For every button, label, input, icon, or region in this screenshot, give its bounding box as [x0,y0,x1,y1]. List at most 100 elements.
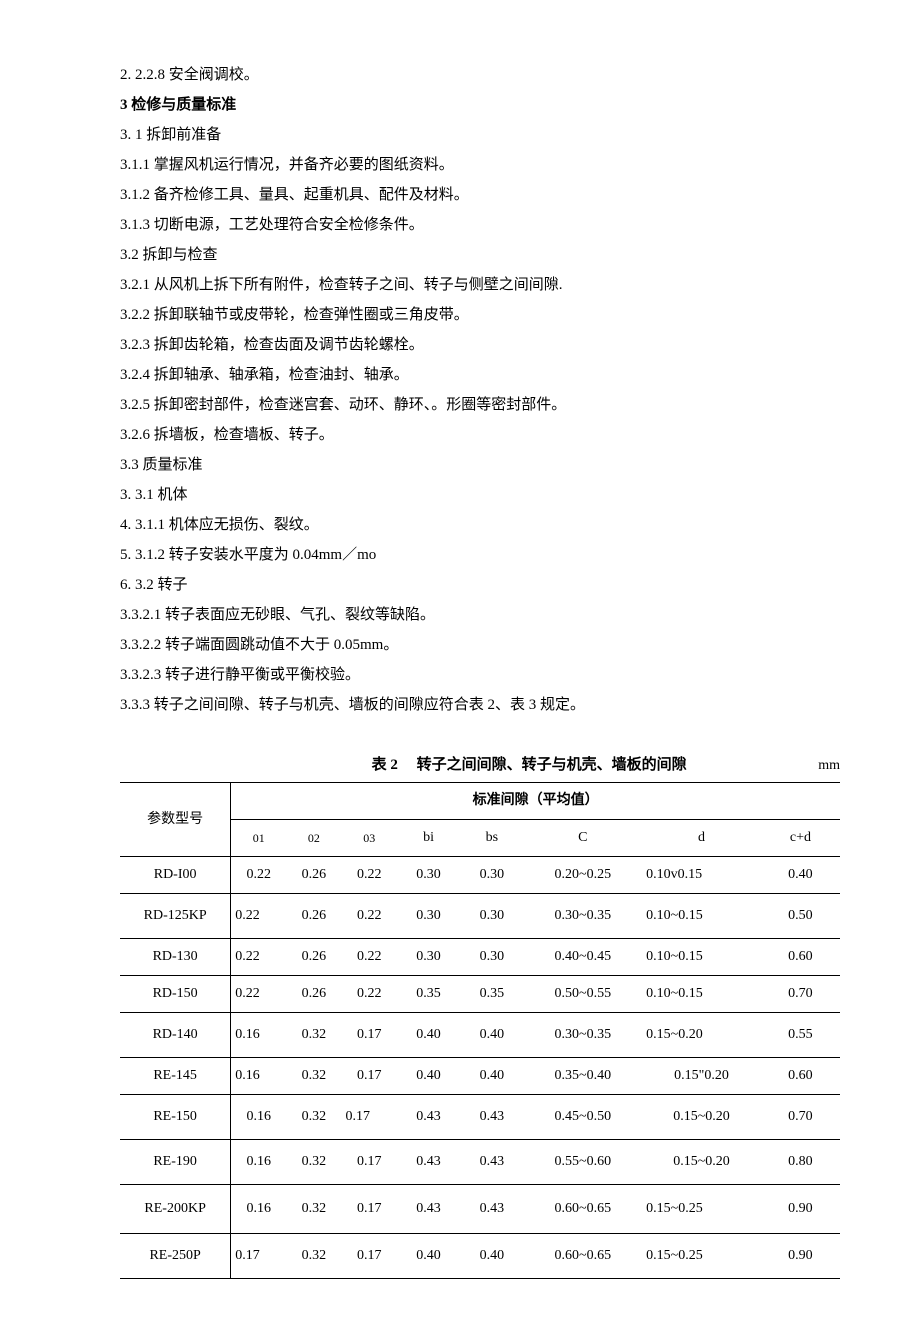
value-cell: 0.22 [231,894,286,939]
table-caption-text: 转子之间间隙、转子与机壳、墙板的间隙 [417,757,687,773]
model-cell: RD-150 [120,976,231,1013]
value-cell: 0.43 [397,1185,460,1234]
value-cell: 0.10v0.15 [642,857,761,894]
value-cell: 0.55 [761,1013,840,1058]
value-cell: 0.26 [286,857,341,894]
value-cell: 0.50 [761,894,840,939]
value-cell: 0.17 [342,1185,397,1234]
text-line: 3.2.4 拆卸轴承、轴承箱，检查油封、轴承。 [120,360,840,390]
value-cell: 0.10~0.15 [642,894,761,939]
value-cell: 0.35 [397,976,460,1013]
value-cell: 0.26 [286,894,341,939]
value-cell: 0.30 [397,894,460,939]
table-row: RD-125KP0.220.260.220.300.300.30~0.350.1… [120,894,840,939]
value-cell: 0.55~0.60 [523,1140,642,1185]
value-cell: 0.15~0.20 [642,1140,761,1185]
table-row: RE-1500.160.320.170.430.430.45~0.500.15~… [120,1095,840,1140]
value-cell: 0.15~0.20 [642,1013,761,1058]
model-cell: RE-200KP [120,1185,231,1234]
model-cell: RD-140 [120,1013,231,1058]
model-cell: RE-145 [120,1058,231,1095]
value-cell: 0.30 [460,857,523,894]
text-line: 3.3.2.1 转子表面应无砂眼、气孔、裂纹等缺陷。 [120,600,840,630]
value-cell: 0.40 [460,1234,523,1279]
value-cell: 0.43 [460,1185,523,1234]
model-cell: RD-130 [120,939,231,976]
value-cell: 0.40~0.45 [523,939,642,976]
document-body: 2. 2.2.8 安全阀调校。3 检修与质量标准3. 1 拆卸前准备3.1.1 … [120,60,840,720]
value-cell: 0.15"0.20 [642,1058,761,1095]
text-line: 3.2.5 拆卸密封部件，检查迷宫套、动环、静环、。形圈等密封部件。 [120,390,840,420]
text-line: 6. 3.2 转子 [120,570,840,600]
value-cell: 0.40 [397,1234,460,1279]
text-line: 3.2 拆卸与检查 [120,240,840,270]
table-row: RE-1900.160.320.170.430.430.55~0.600.15~… [120,1140,840,1185]
text-line: 3.1.2 备齐检修工具、量具、起重机具、配件及材料。 [120,180,840,210]
value-cell: 0.26 [286,976,341,1013]
model-cell: RD-125KP [120,894,231,939]
table2-wrapper: 表 2 转子之间间隙、转子与机壳、墙板的间隙 mm 参数型号 标准间隙（平均值）… [120,750,840,1279]
text-line: 3.3.2.3 转子进行静平衡或平衡校验。 [120,660,840,690]
value-cell: 0.17 [231,1234,286,1279]
value-cell: 0.16 [231,1185,286,1234]
text-line: 3. 1 拆卸前准备 [120,120,840,150]
value-cell: 0.30 [397,857,460,894]
value-cell: 0.15~0.20 [642,1095,761,1140]
value-cell: 0.22 [231,857,286,894]
text-line: 3.2.3 拆卸齿轮箱，检查齿面及调节齿轮螺栓。 [120,330,840,360]
value-cell: 0.43 [397,1140,460,1185]
value-cell: 0.32 [286,1095,341,1140]
value-cell: 0.50~0.55 [523,976,642,1013]
value-cell: 0.15~0.25 [642,1185,761,1234]
value-cell: 0.20~0.25 [523,857,642,894]
value-cell: 0.32 [286,1013,341,1058]
value-cell: 0.43 [397,1095,460,1140]
value-cell: 0.16 [231,1140,286,1185]
value-cell: 0.90 [761,1185,840,1234]
value-cell: 0.16 [231,1058,286,1095]
value-cell: 0.32 [286,1140,341,1185]
value-cell: 0.26 [286,939,341,976]
column-header: 03 [342,820,397,857]
value-cell: 0.40 [761,857,840,894]
value-cell: 0.80 [761,1140,840,1185]
model-cell: RE-150 [120,1095,231,1140]
value-cell: 0.30~0.35 [523,894,642,939]
value-cell: 0.40 [460,1058,523,1095]
header-group: 标准间隙（平均值） [231,783,840,820]
column-header: C [523,820,642,857]
value-cell: 0.30 [397,939,460,976]
value-cell: 0.17 [342,1013,397,1058]
value-cell: 0.10~0.15 [642,939,761,976]
text-line: 3.2.2 拆卸联轴节或皮带轮，检查弹性圈或三角皮带。 [120,300,840,330]
text-line: 3.3 质量标准 [120,450,840,480]
value-cell: 0.32 [286,1234,341,1279]
param-label-header: 参数型号 [120,783,231,857]
value-cell: 0.70 [761,976,840,1013]
value-cell: 0.10~0.15 [642,976,761,1013]
column-header: bi [397,820,460,857]
value-cell: 0.30~0.35 [523,1013,642,1058]
table-row: RD-1500.220.260.220.350.350.50~0.550.10~… [120,976,840,1013]
value-cell: 0.17 [342,1140,397,1185]
value-cell: 0.30 [460,894,523,939]
value-cell: 0.22 [342,939,397,976]
value-cell: 0.32 [286,1058,341,1095]
value-cell: 0.40 [460,1013,523,1058]
model-cell: RE-250P [120,1234,231,1279]
value-cell: 0.60~0.65 [523,1234,642,1279]
value-cell: 0.30 [460,939,523,976]
column-header: bs [460,820,523,857]
value-cell: 0.43 [460,1095,523,1140]
text-line: 3. 3.1 机体 [120,480,840,510]
value-cell: 0.22 [231,976,286,1013]
value-cell: 0.17 [342,1234,397,1279]
value-cell: 0.60~0.65 [523,1185,642,1234]
value-cell: 0.32 [286,1185,341,1234]
table-row: RE-200KP0.160.320.170.430.430.60~0.650.1… [120,1185,840,1234]
table-row: RD-1300.220.260.220.300.300.40~0.450.10~… [120,939,840,976]
table-row: RE-250P0.170.320.170.400.400.60~0.650.15… [120,1234,840,1279]
text-line: 3.3.3 转子之间间隙、转子与机壳、墙板的间隙应符合表 2、表 3 规定。 [120,690,840,720]
column-header: 01 [231,820,286,857]
value-cell: 0.43 [460,1140,523,1185]
